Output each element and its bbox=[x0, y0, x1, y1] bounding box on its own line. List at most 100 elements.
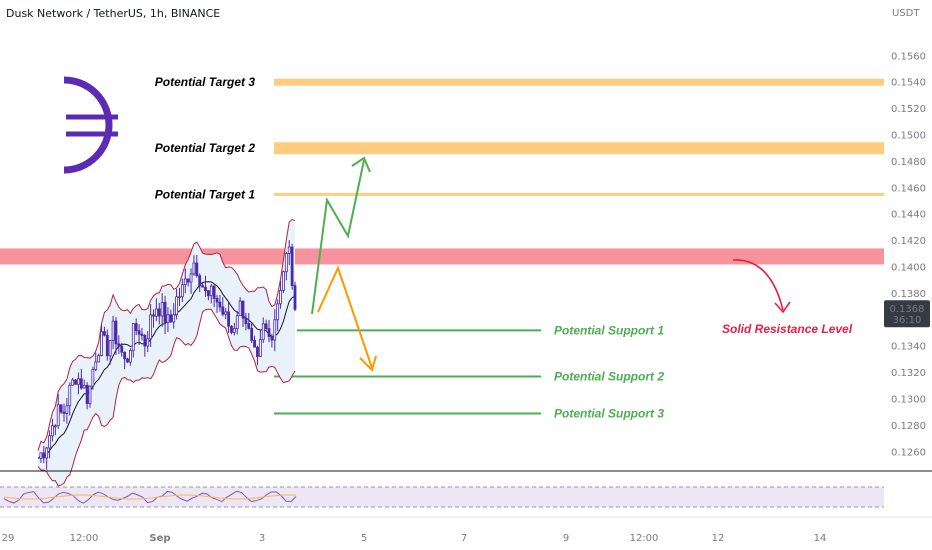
candle-body bbox=[244, 317, 248, 324]
candle-body bbox=[74, 379, 77, 385]
candle-body bbox=[134, 323, 138, 332]
candle-body bbox=[103, 331, 106, 336]
bollinger-upper bbox=[37, 218, 296, 451]
resistance-arrowhead bbox=[774, 301, 791, 314]
candle-body bbox=[166, 314, 170, 323]
bearish-path-arrow bbox=[317, 265, 373, 369]
candle-body bbox=[250, 327, 254, 341]
candle-body bbox=[85, 384, 89, 404]
bollinger-basis bbox=[37, 281, 296, 459]
support-label: Potential Support 2 bbox=[554, 370, 664, 384]
candle-body bbox=[120, 345, 124, 353]
candle-body bbox=[100, 331, 103, 356]
x-tick-label: 12 bbox=[712, 533, 725, 544]
candle-body bbox=[123, 351, 127, 360]
candle-body bbox=[186, 278, 190, 283]
candle-body bbox=[152, 314, 155, 317]
bollinger-fill bbox=[38, 219, 295, 486]
candle-body bbox=[267, 328, 271, 337]
candle-body bbox=[108, 340, 112, 357]
candle-body bbox=[97, 355, 101, 363]
candle-body bbox=[279, 290, 282, 305]
candle-body bbox=[114, 320, 118, 345]
support-label: Potential Support 3 bbox=[554, 406, 664, 420]
candle-body bbox=[235, 315, 239, 329]
candle-body bbox=[160, 302, 164, 317]
candle-body bbox=[270, 336, 274, 341]
x-tick-label: 7 bbox=[461, 533, 467, 544]
bullish-arrowhead bbox=[351, 156, 371, 173]
x-tick-label: 5 bbox=[361, 533, 367, 544]
candle-body bbox=[157, 308, 161, 317]
candle-body bbox=[258, 339, 262, 357]
price-axis[interactable] bbox=[884, 0, 932, 550]
candle-body bbox=[56, 404, 60, 427]
dusk-logo-icon bbox=[63, 76, 113, 174]
y-tick-label: 0.1340 bbox=[891, 342, 926, 353]
candle-body bbox=[212, 285, 216, 299]
x-tick-label: 29 bbox=[2, 533, 15, 544]
candle-body bbox=[68, 384, 72, 407]
y-tick-label: 0.1560 bbox=[891, 51, 926, 62]
candle-body bbox=[209, 285, 213, 297]
target-zone bbox=[274, 142, 884, 155]
x-tick-label: 14 bbox=[814, 533, 827, 544]
candle-body bbox=[42, 452, 46, 459]
x-tick-label: 3 bbox=[259, 533, 265, 544]
candle-body bbox=[215, 298, 219, 303]
candle-body bbox=[146, 338, 150, 347]
last-price-tag bbox=[884, 300, 930, 328]
y-tick-label: 0.1380 bbox=[891, 289, 926, 300]
resistance-label: Solid Resistance Level bbox=[722, 322, 853, 336]
candle-body bbox=[230, 325, 233, 333]
y-tick-label: 0.1320 bbox=[891, 368, 926, 379]
x-tick-label: 12:00 bbox=[70, 533, 99, 544]
candle-body bbox=[253, 339, 256, 348]
candle-body bbox=[261, 323, 265, 341]
candle-body bbox=[192, 262, 196, 275]
candle-body bbox=[206, 290, 210, 297]
candle-body bbox=[111, 320, 115, 341]
candle-body bbox=[62, 411, 66, 414]
candle-body bbox=[221, 306, 225, 315]
candle-body bbox=[91, 369, 95, 387]
candle-body bbox=[276, 303, 280, 321]
candle-body bbox=[287, 246, 291, 254]
rsi-ma-line bbox=[3, 494, 297, 500]
candle-body bbox=[189, 273, 193, 283]
candle-body bbox=[264, 323, 268, 330]
candle-body bbox=[273, 319, 277, 341]
x-tick-label: 9 bbox=[563, 533, 569, 544]
target-label: Potential Target 1 bbox=[155, 187, 256, 201]
candle-body bbox=[175, 296, 179, 316]
y-tick-label: 0.1480 bbox=[891, 157, 926, 168]
candle-body bbox=[105, 334, 109, 357]
candle-body bbox=[256, 346, 259, 357]
support-label: Potential Support 1 bbox=[554, 323, 664, 337]
candle-body bbox=[224, 311, 228, 315]
y-tick-label: 0.1540 bbox=[891, 78, 926, 89]
rsi-band bbox=[0, 487, 884, 507]
x-tick-label: 12:00 bbox=[630, 533, 659, 544]
candle-body bbox=[117, 343, 121, 347]
candle-body bbox=[180, 284, 184, 298]
target-label: Potential Target 2 bbox=[155, 141, 256, 155]
candle-countdown: 36:10 bbox=[893, 315, 922, 326]
resistance-zone bbox=[0, 248, 884, 265]
candle-body bbox=[53, 425, 57, 428]
candle-body bbox=[227, 311, 230, 327]
candle-body bbox=[88, 385, 92, 404]
bearish-arrowhead bbox=[359, 355, 377, 372]
candle-body bbox=[247, 323, 251, 329]
candle-body bbox=[131, 323, 135, 351]
candle-body bbox=[241, 300, 245, 319]
candle-body bbox=[238, 300, 242, 317]
chart-header-title: Dusk Network / TetherUS, 1h, BINANCE bbox=[6, 7, 221, 20]
candle-body bbox=[290, 246, 294, 286]
candle-body bbox=[154, 308, 158, 317]
y-tick-label: 0.1400 bbox=[891, 262, 926, 273]
candle-body bbox=[77, 378, 80, 385]
y-tick-label: 0.1500 bbox=[891, 131, 926, 142]
candle-body bbox=[137, 330, 141, 335]
